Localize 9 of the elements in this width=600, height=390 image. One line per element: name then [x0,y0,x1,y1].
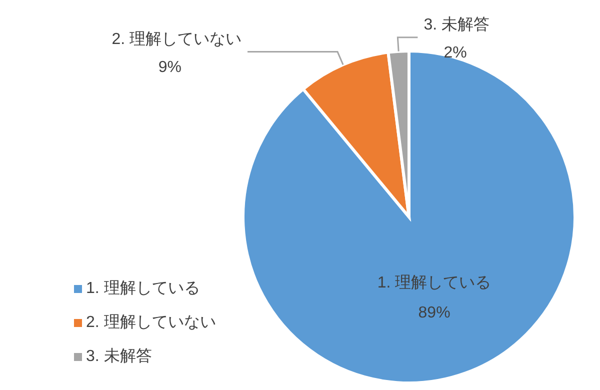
data-label: 9% [158,58,182,76]
data-label: 89% [418,304,450,322]
data-label: 2% [444,44,467,62]
slice-label: 2. 理解していない [112,30,242,48]
legend-label: 2. 理解していない [86,314,216,331]
legend-label: 3. 未解答 [86,348,152,365]
slice-label: 1. 理解している [377,274,492,292]
legend-label: 1. 理解している [86,280,200,297]
slice-label: 3. 未解答 [424,15,490,34]
